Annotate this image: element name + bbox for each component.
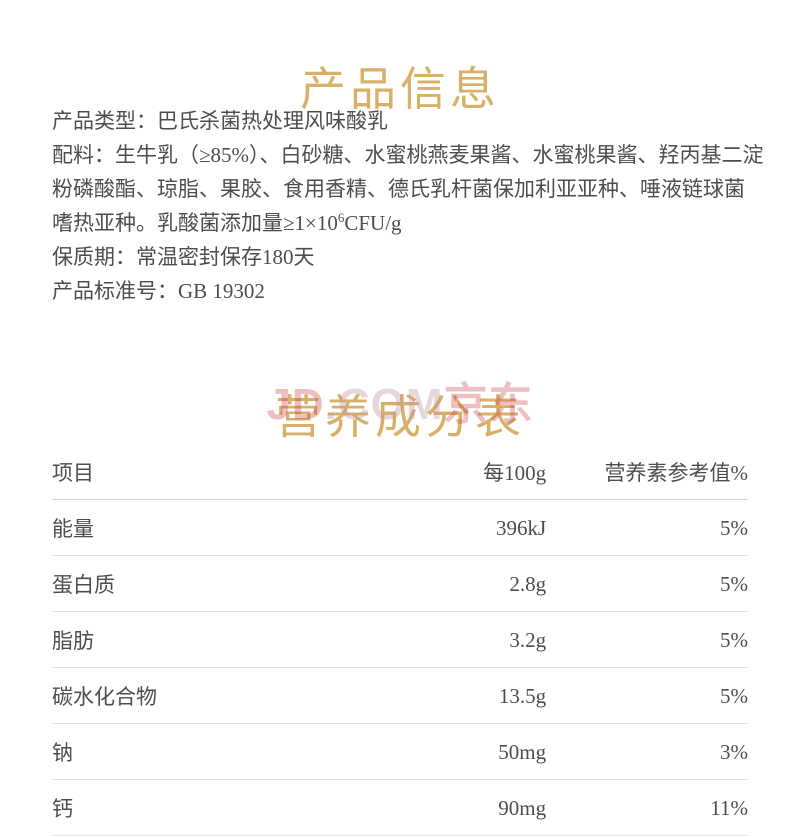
page-title-product-info: 产品信息 xyxy=(300,62,500,115)
nutrient-nrv: 5% xyxy=(546,499,748,556)
table-row: 钠 50mg 3% xyxy=(52,723,748,780)
ingredients-line: 配料：生牛乳（≥85%）、白砂糖、水蜜桃燕麦果酱、水蜜桃果酱、羟丙基二淀粉磷酸酯… xyxy=(52,138,764,240)
product-info-page: 产品信息 产品类型：巴氏杀菌热处理风味酸乳 配料：生牛乳（≥85%）、白砂糖、水… xyxy=(52,62,764,836)
nutrient-name: 能量 xyxy=(52,499,345,556)
nutrient-nrv: 3% xyxy=(546,723,748,780)
nutrient-nrv: 5% xyxy=(546,611,748,668)
table-row: 碳水化合物 13.5g 5% xyxy=(52,667,748,724)
shelf-life-line: 保质期：常温密封保存180天 xyxy=(52,240,764,274)
nutrient-amount: 90mg xyxy=(344,779,547,836)
page-title-nutrition-table: 营养成分表 xyxy=(275,390,525,443)
table-header-row: 项目 每100g 营养素参考值% xyxy=(52,444,748,500)
product-type-line: 产品类型：巴氏杀菌热处理风味酸乳 xyxy=(52,104,764,138)
nutrient-amount: 50mg xyxy=(344,723,547,780)
nutrient-amount: 3.2g xyxy=(344,611,547,668)
nutrient-nrv: 5% xyxy=(546,555,748,612)
nutrient-name: 钙 xyxy=(52,779,345,836)
standard-number-line: 产品标准号：GB 19302 xyxy=(52,274,764,308)
nutrient-nrv: 5% xyxy=(546,667,748,724)
product-type-value: 巴氏杀菌热处理风味酸乳 xyxy=(157,109,388,133)
table-row: 脂肪 3.2g 5% xyxy=(52,611,748,668)
table-row: 蛋白质 2.8g 5% xyxy=(52,555,748,612)
product-type-label: 产品类型： xyxy=(52,109,157,133)
column-header-nrv: 营养素参考值% xyxy=(546,444,748,500)
ingredients-value: 生牛乳（≥85%）、白砂糖、水蜜桃燕麦果酱、水蜜桃果酱、羟丙基二淀粉磷酸酯、琼脂… xyxy=(52,143,764,235)
shelf-life-value: 常温密封保存180天 xyxy=(136,245,315,269)
ingredients-unit: CFU/g xyxy=(344,211,402,235)
table-row: 能量 396kJ 5% xyxy=(52,499,748,556)
nutrient-name: 脂肪 xyxy=(52,611,345,668)
shelf-life-label: 保质期： xyxy=(52,245,136,269)
nutrient-name: 钠 xyxy=(52,723,345,780)
product-info-block: 产品类型：巴氏杀菌热处理风味酸乳 配料：生牛乳（≥85%）、白砂糖、水蜜桃燕麦果… xyxy=(52,104,764,308)
standard-number-value: GB 19302 xyxy=(178,279,265,303)
nutrient-nrv: 11% xyxy=(546,779,748,836)
nutrient-name: 碳水化合物 xyxy=(52,667,345,724)
column-header-per100g: 每100g xyxy=(344,444,547,500)
nutrient-amount: 396kJ xyxy=(344,499,547,556)
nutrient-name: 蛋白质 xyxy=(52,555,345,612)
nutrient-amount: 13.5g xyxy=(344,667,547,724)
nutrient-amount: 2.8g xyxy=(344,555,547,612)
table-row: 钙 90mg 11% xyxy=(52,779,748,836)
nutrition-table: 项目 每100g 营养素参考值% 能量 396kJ 5% 蛋白质 2.8g 5% 脂肪 3.2… xyxy=(52,444,748,836)
ingredients-label: 配料： xyxy=(52,143,115,167)
ingredients-exponent: 6 xyxy=(337,210,345,225)
standard-number-label: 产品标准号： xyxy=(52,279,178,303)
column-header-item: 项目 xyxy=(52,444,345,500)
